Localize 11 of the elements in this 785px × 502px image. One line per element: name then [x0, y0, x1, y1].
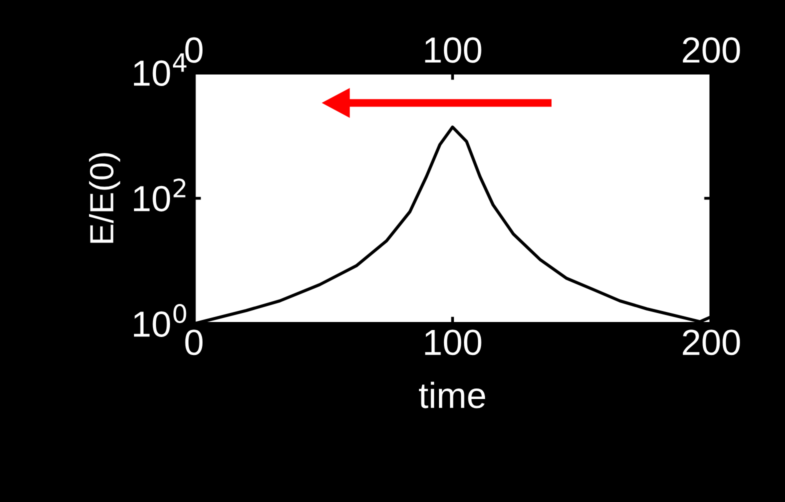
x-tick-label: 100 [425, 330, 482, 356]
y-tick-label: 10$^{2}$ [134, 178, 186, 212]
x-tick-label: 0 [185, 330, 203, 356]
y-axis-title: E/E(0) [89, 153, 120, 243]
y-tick-label: 10$^{4}$ [134, 53, 186, 86]
x-axis-title: time [418, 382, 486, 408]
x2-tick-label: 100 [425, 37, 482, 63]
y-tick-label: 10$^{0}$ [134, 304, 186, 337]
x-tick-label: 200 [682, 330, 740, 356]
x2-tick-label: 200 [682, 37, 740, 63]
x2-tick-label: 0 [185, 37, 203, 63]
